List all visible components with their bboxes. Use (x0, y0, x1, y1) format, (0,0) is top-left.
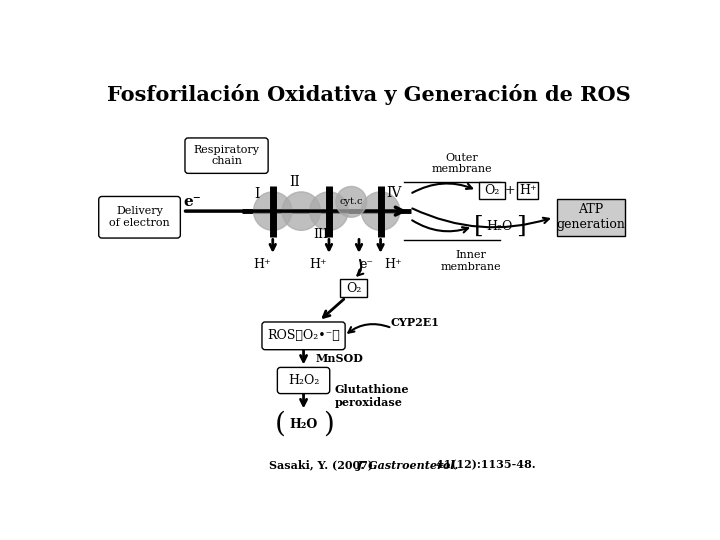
FancyBboxPatch shape (277, 367, 330, 394)
Circle shape (336, 186, 366, 217)
Text: e⁻: e⁻ (183, 195, 201, 209)
Text: +: + (505, 184, 516, 197)
Text: H₂O: H₂O (487, 220, 513, 233)
FancyBboxPatch shape (517, 182, 539, 199)
FancyBboxPatch shape (262, 322, 345, 350)
Text: cyt.c: cyt.c (340, 197, 363, 206)
Text: H₂O: H₂O (289, 418, 318, 431)
Text: [: [ (474, 215, 484, 238)
Text: Glutathione
peroxidase: Glutathione peroxidase (334, 384, 409, 408)
Text: J. Gastroenterol.: J. Gastroenterol. (356, 460, 459, 471)
FancyBboxPatch shape (479, 182, 505, 199)
Circle shape (310, 192, 348, 231)
Text: Outer
membrane: Outer membrane (431, 153, 492, 174)
Text: Fosforilación Oxidativa y Generación de ROS: Fosforilación Oxidativa y Generación de … (107, 84, 631, 105)
Text: O₂: O₂ (346, 281, 361, 295)
Text: I: I (254, 187, 259, 201)
FancyBboxPatch shape (185, 138, 268, 173)
Circle shape (282, 192, 320, 231)
Text: III: III (314, 228, 329, 241)
Text: H⁺: H⁺ (519, 184, 536, 197)
Text: II: II (289, 175, 300, 189)
Text: H⁺: H⁺ (384, 259, 402, 272)
Circle shape (361, 192, 400, 231)
Text: ROS（O₂•⁻）: ROS（O₂•⁻） (267, 329, 340, 342)
Text: ): ) (323, 411, 334, 438)
Text: H⁺: H⁺ (310, 259, 327, 272)
Text: Sasaki, Y. (2007).: Sasaki, Y. (2007). (269, 460, 381, 471)
Text: CYP2E1: CYP2E1 (390, 317, 439, 328)
FancyBboxPatch shape (557, 199, 625, 236)
Circle shape (253, 192, 292, 231)
Text: O₂: O₂ (485, 184, 500, 197)
Text: IV: IV (387, 186, 402, 200)
Text: e⁻: e⁻ (360, 259, 374, 272)
Text: 41(12):1135-48.: 41(12):1135-48. (432, 460, 536, 471)
Text: ATP
generation: ATP generation (557, 203, 625, 231)
Text: MnSOD: MnSOD (315, 353, 363, 363)
Text: Delivery
of electron: Delivery of electron (109, 206, 170, 228)
Text: ]: ] (516, 215, 526, 238)
Text: Respiratory
chain: Respiratory chain (194, 145, 259, 166)
FancyBboxPatch shape (99, 197, 180, 238)
Text: (: ( (275, 411, 286, 438)
FancyBboxPatch shape (340, 279, 367, 298)
Text: H⁺: H⁺ (253, 259, 271, 272)
Text: Inner
membrane: Inner membrane (441, 251, 501, 272)
Text: H₂O₂: H₂O₂ (288, 374, 319, 387)
